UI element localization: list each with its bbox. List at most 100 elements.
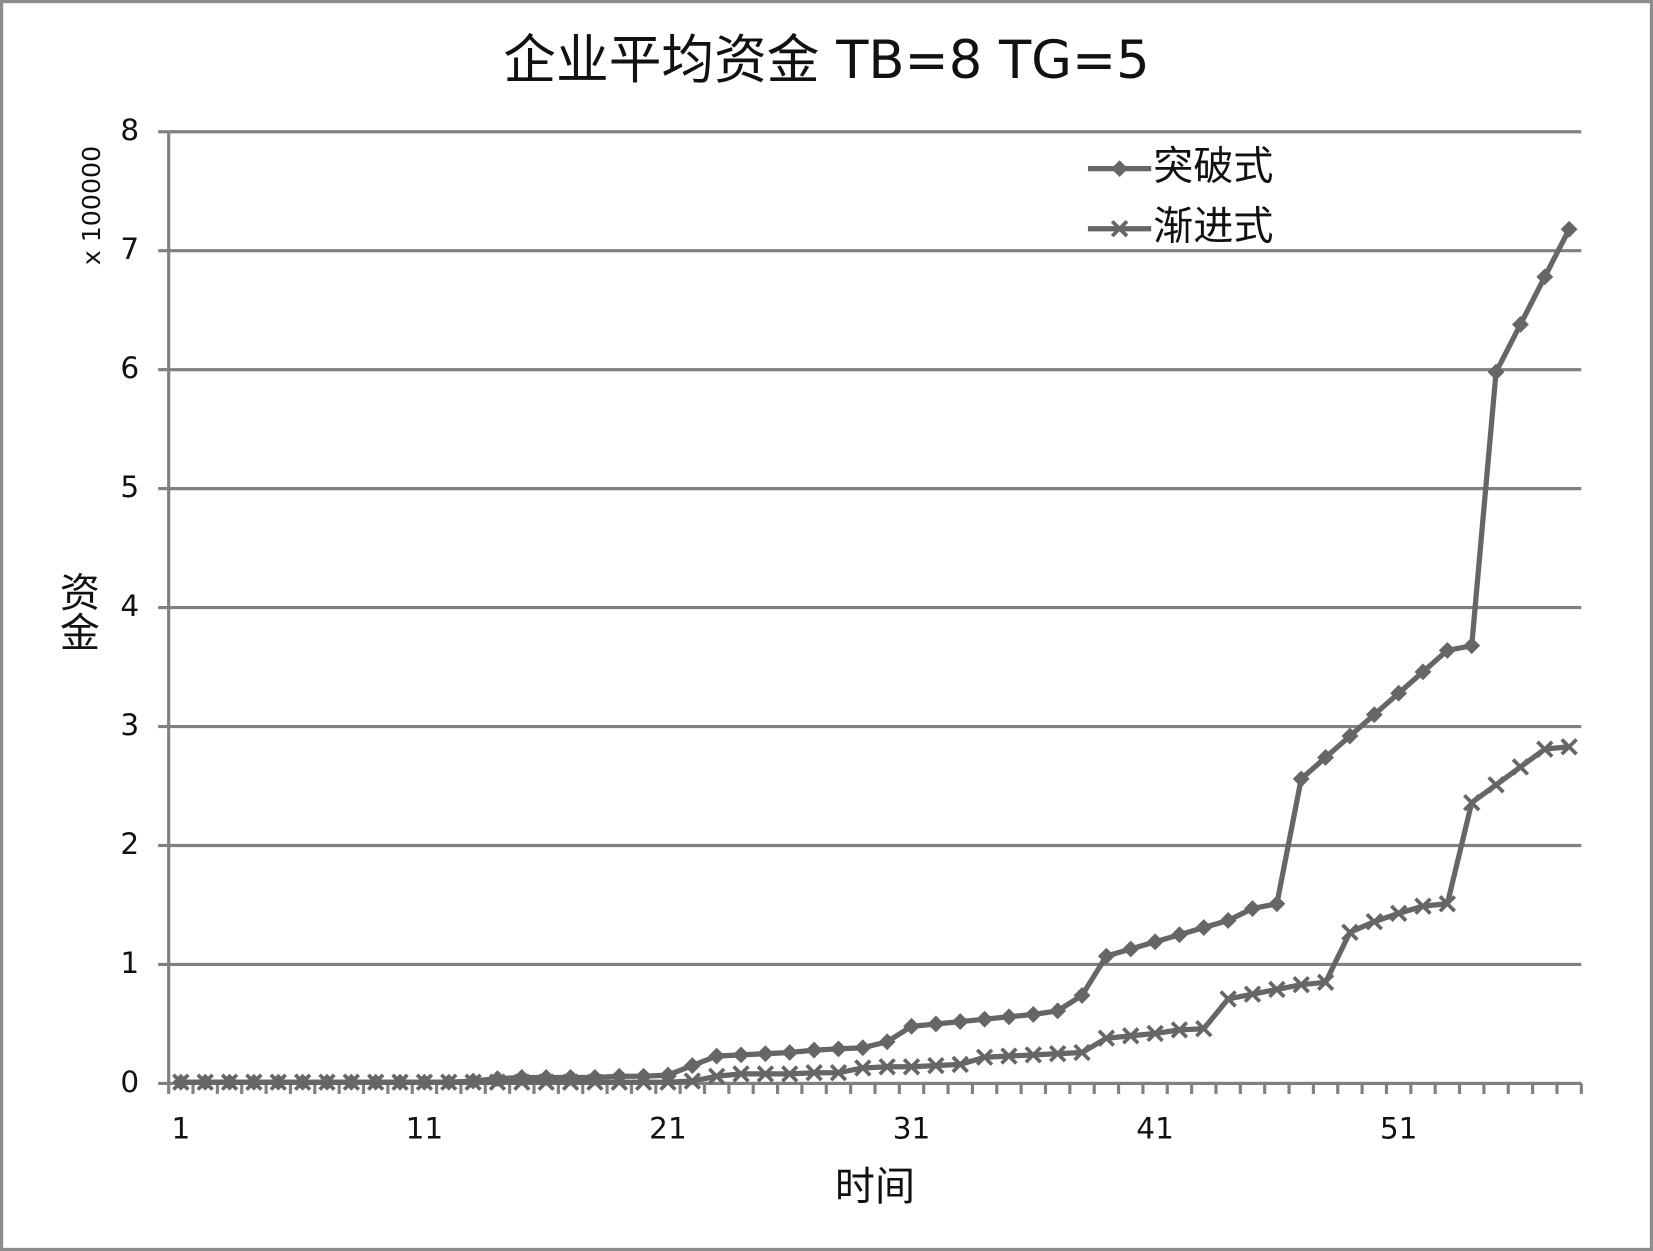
x-marker [415,1073,434,1091]
x-marker [1463,793,1481,812]
x-marker [854,1059,872,1077]
y-tick-label: 6 [120,351,139,385]
y-tick-label: 2 [120,827,139,861]
x-marker [1365,912,1383,931]
diamond-marker [708,1047,726,1065]
diamond-marker [878,1033,896,1051]
diamond-marker [683,1057,701,1075]
diamond-marker [805,1041,823,1059]
x-marker [1487,776,1505,794]
y-tick-label: 4 [120,589,139,623]
x-marker [805,1064,823,1082]
x-marker [1560,738,1578,756]
diamond-marker [635,1067,653,1085]
x-marker [172,1073,190,1091]
x-tick-label: 51 [1380,1111,1418,1145]
y-axis-label: 资金 [53,571,99,651]
x-marker [318,1073,336,1091]
y-tick-label: 7 [120,232,139,266]
diamond-marker [1414,663,1432,681]
x-marker [561,1073,580,1091]
x-marker [440,1073,458,1091]
x-marker [220,1073,239,1091]
x-marker [1048,1045,1067,1063]
diamond-marker [1292,770,1310,788]
y-tick-label: 3 [120,708,139,742]
x-marker [367,1073,385,1091]
x-marker [878,1058,896,1076]
x-marker [1195,1020,1213,1038]
x-marker [610,1073,628,1091]
diamond-marker [1390,684,1408,702]
y-unit-label: x 100000 [77,146,106,265]
diamond-marker [927,1015,945,1033]
diamond-marker [903,1017,920,1035]
diamond-marker [830,1040,847,1058]
x-marker [927,1056,945,1075]
diamond-marker [854,1039,872,1057]
y-tick-label: 8 [120,113,139,147]
y-tick-label: 1 [120,946,139,980]
x-marker [245,1073,263,1091]
x-marker [732,1065,750,1083]
x-marker [659,1073,677,1091]
x-axis-label: 时间 [835,1164,915,1210]
x-marker [1414,897,1432,915]
diamond-marker [1244,900,1261,917]
diamond-marker [1560,220,1578,238]
x-marker [586,1073,604,1091]
x-marker [634,1073,653,1091]
diamond-marker [610,1067,628,1085]
x-marker [781,1065,799,1083]
x-marker [756,1065,775,1083]
x-marker [342,1073,361,1091]
x-marker [683,1072,702,1090]
legend-label: 突破式 [1153,144,1273,190]
x-marker [1219,990,1237,1008]
x-marker [269,1073,287,1091]
x-marker [537,1073,555,1091]
diamond-marker [1122,940,1140,958]
x-marker [1511,758,1530,776]
x-tick-label: 41 [1136,1111,1174,1145]
x-marker [829,1064,848,1082]
x-marker [391,1073,409,1091]
x-marker [1146,1024,1164,1043]
diamond-marker [976,1010,994,1028]
x-marker [1122,1027,1140,1045]
diamond-marker [1195,919,1213,937]
diamond-marker [781,1044,799,1061]
x-marker [1292,976,1310,994]
x-marker [1243,985,1262,1003]
x-marker [488,1073,507,1091]
diamond-marker [1317,749,1335,766]
x-marker [513,1073,531,1091]
x-tick-label: 11 [406,1111,444,1145]
x-marker [1389,904,1408,922]
x-marker [1316,973,1335,991]
legend-label: 渐进式 [1153,204,1273,250]
x-marker [464,1073,482,1091]
x-marker [1097,1029,1116,1047]
diamond-marker [756,1045,774,1063]
legend-marker [1110,220,1129,238]
x-marker [1024,1046,1042,1064]
x-marker [1341,923,1359,942]
x-marker [1000,1047,1018,1065]
x-tick-label: 1 [171,1111,190,1145]
series-line [180,744,1570,1085]
x-marker [1170,1021,1189,1039]
x-marker [707,1067,726,1085]
chart-title: 企业平均资金 TB=8 TG=5 [503,30,1149,91]
x-marker [196,1073,214,1091]
x-marker [1268,980,1286,999]
diamond-marker [1341,727,1359,745]
x-marker [1438,895,1457,913]
diamond-marker [1438,641,1456,659]
x-marker [975,1048,994,1066]
x-marker [902,1058,921,1076]
y-tick-label: 5 [120,470,139,504]
